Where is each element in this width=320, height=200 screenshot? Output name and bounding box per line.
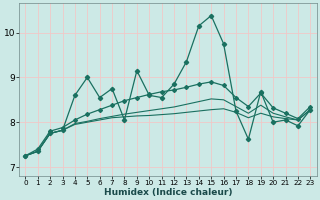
X-axis label: Humidex (Indice chaleur): Humidex (Indice chaleur) — [104, 188, 232, 197]
